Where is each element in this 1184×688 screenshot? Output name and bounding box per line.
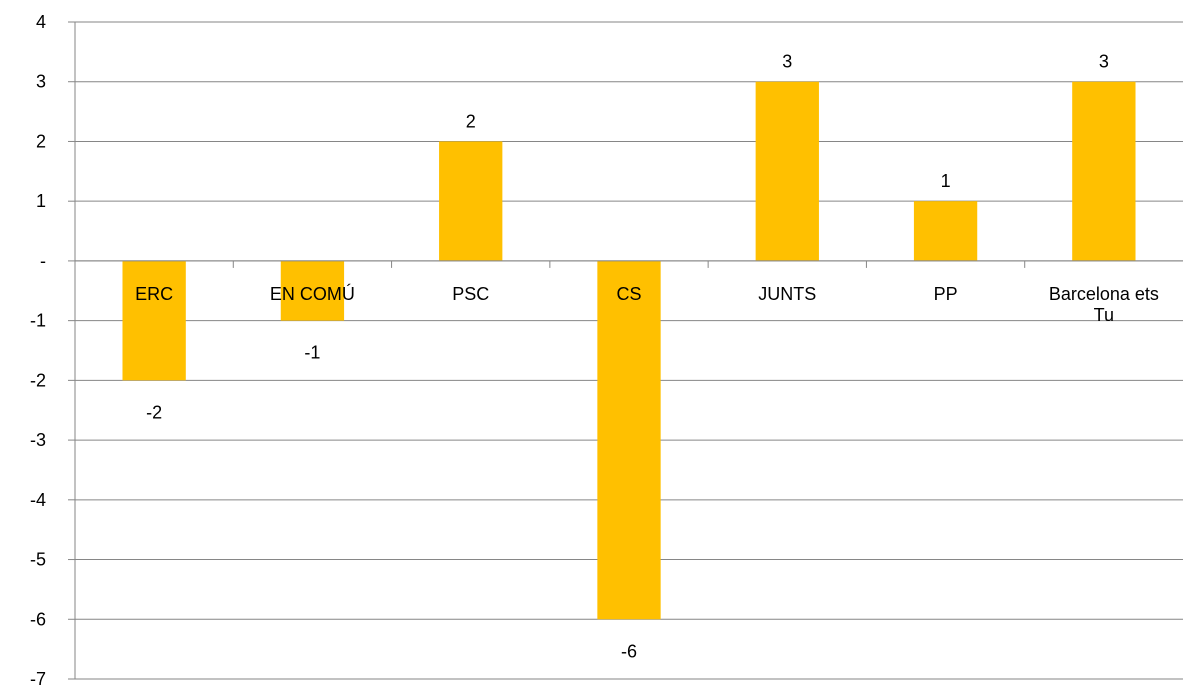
category-label: CS <box>616 284 641 304</box>
data-label: 3 <box>782 52 792 72</box>
bar <box>280 260 345 321</box>
y-tick-label: -5 <box>30 550 46 570</box>
category-label: PSC <box>452 284 489 304</box>
data-label: 3 <box>1099 52 1109 72</box>
y-tick-label: 4 <box>36 12 46 32</box>
bar <box>597 260 661 620</box>
data-label: -6 <box>621 641 637 661</box>
axes <box>68 21 1183 680</box>
bar <box>1072 81 1136 261</box>
bars <box>122 81 1136 620</box>
y-tick-label: 2 <box>36 131 46 151</box>
y-tick-label: -6 <box>30 609 46 629</box>
category-label: Tu <box>1094 305 1114 325</box>
category-label: PP <box>934 284 958 304</box>
y-axis-tick-labels: 4 3 2 1 - -1 -2 -3 -4 -5 -6 -7 <box>30 12 46 688</box>
bar <box>755 81 819 261</box>
data-label: 2 <box>466 111 476 131</box>
bar <box>913 201 978 261</box>
data-label: 1 <box>941 171 951 191</box>
y-tick-label: -7 <box>30 669 46 688</box>
y-tick-label: 3 <box>36 72 46 92</box>
data-labels: -2 -1 2 -6 3 1 3 <box>146 52 1109 662</box>
data-label: -1 <box>304 343 320 363</box>
y-tick-label: -2 <box>30 370 46 390</box>
bar <box>439 141 503 261</box>
data-label: -2 <box>146 402 162 422</box>
y-tick-label: 1 <box>36 191 46 211</box>
y-tick-label: -1 <box>30 311 46 331</box>
category-label: JUNTS <box>758 284 816 304</box>
category-label: ERC <box>135 284 173 304</box>
category-label: Barcelona ets <box>1049 284 1159 304</box>
y-tick-label: - <box>40 251 46 271</box>
bar <box>122 260 186 381</box>
category-label: EN COMÚ <box>270 283 355 304</box>
y-tick-label: -4 <box>30 490 46 510</box>
y-tick-label: -3 <box>30 430 46 450</box>
